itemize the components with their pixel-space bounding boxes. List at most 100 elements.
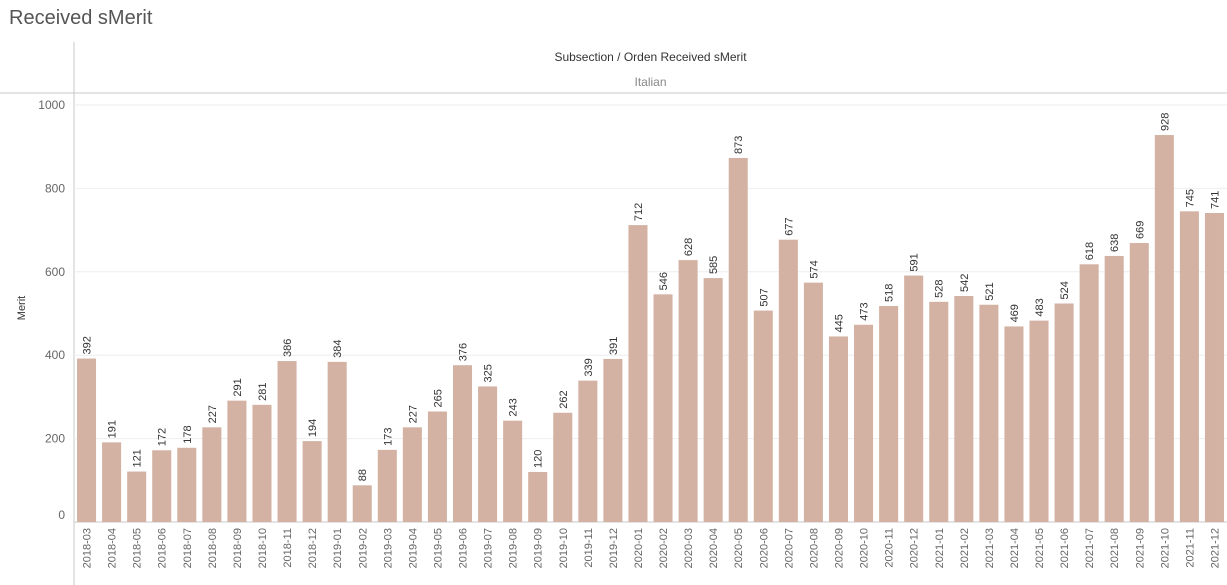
x-tick-label: 2020-02 [658, 528, 670, 568]
x-tick-label: 2021-01 [934, 528, 946, 568]
y-axis-label: Merit [16, 296, 28, 320]
bar [1129, 243, 1149, 523]
data-label: 243 [508, 398, 520, 416]
x-tick-label: 2021-11 [1184, 528, 1196, 568]
data-label: 121 [132, 449, 144, 467]
x-tick-label: 2020-11 [884, 528, 896, 568]
bar [452, 365, 473, 522]
data-label: 392 [82, 336, 94, 354]
y-axis-ticks: 0 200 400 600 800 1000 [38, 98, 65, 522]
bar [327, 361, 347, 522]
data-label: 524 [1059, 281, 1071, 299]
data-label: 227 [407, 405, 419, 423]
data-label: 191 [107, 420, 119, 438]
bar [628, 225, 648, 522]
bar [152, 450, 172, 522]
bar [202, 427, 222, 522]
data-label: 391 [608, 337, 620, 355]
data-label: 518 [884, 284, 896, 302]
data-label: 585 [708, 256, 720, 274]
x-tick-label: 2018-05 [132, 528, 144, 568]
bar [277, 361, 297, 522]
bar [678, 260, 698, 522]
x-tick-label: 2019-11 [583, 528, 595, 568]
x-tick-label: 2020-04 [708, 528, 720, 568]
data-label: 507 [758, 288, 770, 306]
data-label: 521 [984, 282, 996, 300]
data-label: 445 [833, 314, 845, 332]
data-label: 339 [583, 358, 595, 376]
bar [904, 275, 924, 522]
data-label: 528 [934, 279, 946, 297]
bar [1154, 135, 1174, 523]
data-label: 483 [1034, 298, 1046, 316]
x-tick-label: 2018-11 [282, 528, 294, 568]
x-tick-label: 2020-07 [783, 528, 795, 568]
data-label: 473 [859, 302, 871, 320]
x-tick-label: 2020-10 [859, 528, 871, 568]
data-label: 638 [1109, 234, 1121, 252]
data-label: 469 [1009, 304, 1021, 322]
x-tick-label: 2018-09 [232, 528, 244, 568]
x-tick-label: 2019-05 [432, 528, 444, 568]
x-tick-label: 2020-01 [633, 528, 645, 568]
x-tick-label: 2018-10 [257, 528, 269, 568]
panel-label: Italian [634, 75, 667, 89]
x-tick-label: 2020-05 [733, 528, 745, 568]
x-tick-label: 2019-02 [357, 528, 369, 568]
bar [227, 400, 247, 522]
column-header: Subsection / Orden Received sMerit [554, 50, 747, 64]
data-label: 384 [332, 340, 344, 358]
bar [528, 471, 548, 522]
bar [252, 404, 272, 522]
y-tick-label: 200 [45, 432, 65, 446]
y-tick-label: 400 [45, 348, 65, 362]
x-tick-label: 2019-01 [332, 528, 344, 568]
bar [954, 295, 974, 522]
bar [653, 294, 673, 522]
y-tick-label: 0 [58, 508, 65, 522]
x-tick-label: 2018-08 [207, 528, 219, 568]
gridlines [74, 104, 1227, 440]
data-label: 677 [783, 217, 795, 235]
x-tick-label: 2021-05 [1034, 528, 1046, 568]
x-tick-label: 2019-07 [483, 528, 495, 568]
x-tick-label: 2019-06 [458, 528, 470, 568]
bar [879, 305, 899, 522]
x-tick-label: 2019-10 [558, 528, 570, 568]
bar [1079, 264, 1099, 522]
x-tick-label: 2018-06 [157, 528, 169, 568]
data-label: 591 [909, 253, 921, 271]
y-tick-label: 800 [45, 181, 65, 195]
data-label: 745 [1184, 189, 1196, 207]
bar [753, 310, 773, 522]
data-label: 712 [633, 203, 645, 221]
x-tick-label: 2021-02 [959, 528, 971, 568]
chart-title: Received sMerit [9, 7, 153, 29]
x-tick-label: 2021-04 [1009, 528, 1021, 568]
bar [929, 301, 949, 522]
bar [778, 239, 798, 523]
bar [77, 358, 97, 522]
data-label: 574 [808, 260, 820, 278]
bar [503, 420, 523, 522]
bar [578, 380, 598, 522]
data-label: 262 [558, 390, 570, 408]
x-tick-label: 2019-03 [382, 528, 394, 568]
x-tick-label: 2021-07 [1084, 528, 1096, 568]
bars [77, 135, 1224, 523]
bar [1104, 255, 1124, 523]
bar [728, 157, 748, 523]
bar [402, 427, 422, 522]
bar [553, 412, 573, 522]
bar [1204, 213, 1224, 523]
data-label: 281 [257, 382, 269, 400]
x-tick-label: 2020-03 [683, 528, 695, 568]
x-tick-label: 2019-12 [608, 528, 620, 568]
bar [377, 449, 397, 522]
bar [1054, 303, 1074, 522]
x-tick-label: 2018-12 [307, 528, 319, 568]
data-label: 376 [458, 343, 470, 361]
data-label: 194 [307, 419, 319, 437]
bar [1179, 211, 1199, 522]
